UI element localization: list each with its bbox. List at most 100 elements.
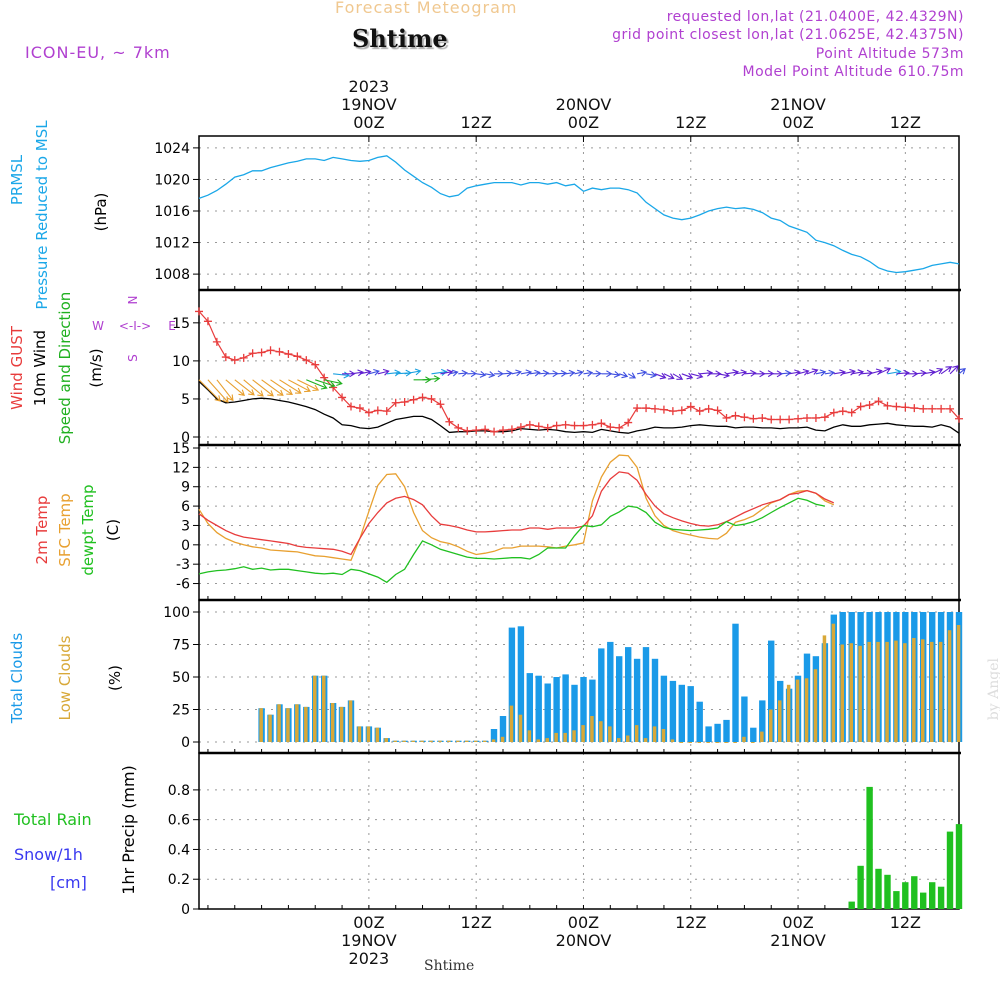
low-cloud-bar bbox=[634, 725, 639, 742]
compass-cross: <-I-> bbox=[119, 319, 151, 333]
low-cloud-bar bbox=[938, 641, 943, 742]
low-cloud-bar bbox=[411, 740, 415, 742]
gust-marker bbox=[606, 423, 615, 432]
wind-arrow bbox=[619, 371, 629, 379]
total-cloud-bar bbox=[607, 641, 614, 742]
compass-e: E bbox=[168, 319, 176, 333]
time-label-top: 00Z bbox=[782, 113, 813, 132]
wind-arrow bbox=[502, 370, 513, 377]
y-tick-label: 0.6 bbox=[168, 813, 190, 829]
wind-arrow bbox=[270, 379, 293, 395]
wind-arrow bbox=[556, 370, 568, 377]
gust-marker bbox=[883, 401, 892, 410]
low-cloud-bar bbox=[286, 708, 290, 742]
gust-marker bbox=[865, 401, 874, 410]
total-cloud-bar bbox=[562, 674, 569, 742]
compass-s: S bbox=[126, 354, 140, 362]
time-label-top: 00Z bbox=[353, 113, 384, 132]
total-cloud-bar bbox=[526, 673, 533, 742]
wind-arrow bbox=[234, 379, 255, 396]
wind-arrow bbox=[574, 369, 584, 377]
gust-marker bbox=[901, 403, 910, 412]
wind-arrow bbox=[458, 369, 469, 377]
dewpt-series bbox=[198, 497, 826, 584]
low-cloud-bar bbox=[599, 721, 603, 742]
pressure-label: Pressure Reduced to MSL bbox=[33, 120, 51, 310]
low-cloud-bar bbox=[661, 729, 666, 742]
gust-marker bbox=[668, 407, 677, 416]
low-cloud-bar bbox=[366, 726, 371, 742]
time-label-top: 00Z bbox=[568, 113, 599, 132]
gust-marker bbox=[248, 349, 257, 358]
y-tick-label: 15 bbox=[172, 441, 190, 457]
gust-marker bbox=[829, 408, 838, 417]
gust-marker bbox=[731, 411, 740, 420]
low-cloud-bar bbox=[420, 740, 424, 742]
wind-arrow bbox=[592, 370, 602, 378]
precip-bar bbox=[875, 868, 882, 909]
wind-arrow bbox=[288, 379, 311, 393]
time-label-top: 19NOV bbox=[341, 95, 397, 114]
total-cloud-bar bbox=[598, 648, 605, 742]
wind-arrow bbox=[789, 369, 801, 377]
gust-marker bbox=[874, 397, 883, 406]
low-cloud-bar bbox=[545, 738, 549, 742]
wind-arrow bbox=[806, 368, 819, 375]
t2m-label: 2m Temp bbox=[33, 496, 51, 565]
total-cloud-bar bbox=[616, 656, 623, 742]
wind-label: 10m Wind bbox=[31, 330, 49, 406]
time-label-top: 20NOV bbox=[556, 95, 612, 114]
precip-bar bbox=[937, 886, 945, 909]
wind-arrow bbox=[467, 370, 478, 378]
low-cloud-bar bbox=[268, 714, 272, 742]
low-cloud-bar bbox=[858, 645, 862, 742]
wind-arrow bbox=[225, 379, 246, 397]
wind-arrow bbox=[243, 379, 264, 397]
y-tick-label: 10 bbox=[172, 354, 190, 370]
gust-marker bbox=[686, 402, 695, 411]
low-cloud-bar bbox=[715, 742, 719, 743]
gust-marker bbox=[302, 356, 311, 365]
gust-marker bbox=[472, 426, 481, 435]
total-cloud-bar bbox=[642, 647, 650, 742]
precip-bar bbox=[911, 876, 918, 909]
gust-marker bbox=[633, 404, 642, 413]
compass-n: N bbox=[126, 296, 140, 305]
low-cloud-bar bbox=[447, 740, 451, 742]
pressure-series bbox=[198, 155, 960, 274]
gust-marker bbox=[803, 413, 811, 422]
low-cloud-bar bbox=[348, 700, 353, 742]
gust-marker bbox=[347, 402, 355, 411]
precip-bar bbox=[920, 892, 927, 909]
gust-marker bbox=[499, 426, 507, 435]
wind-arrow bbox=[207, 379, 229, 403]
snow-unit: [cm] bbox=[50, 873, 87, 892]
gust-marker bbox=[776, 415, 785, 424]
gust-marker bbox=[588, 420, 597, 429]
low-cloud-bar bbox=[626, 735, 630, 742]
precip-bar bbox=[902, 882, 909, 909]
low-cloud-bar bbox=[536, 739, 540, 742]
time-label-bottom: 12Z bbox=[675, 913, 706, 932]
y-tick-label: 0.8 bbox=[168, 783, 190, 799]
low-cloud-bar bbox=[742, 736, 746, 742]
low-cloud-bar bbox=[760, 731, 764, 742]
low-cloud-bar bbox=[491, 739, 496, 742]
sfc-temp-label: SFC Temp bbox=[56, 493, 74, 566]
gust-marker bbox=[293, 352, 302, 361]
total-cloud-bar bbox=[705, 726, 712, 742]
gust-marker bbox=[275, 347, 284, 356]
y-tick-label: 1024 bbox=[154, 141, 190, 157]
total-cloud-bar bbox=[508, 627, 516, 742]
y-tick-label: 75 bbox=[172, 638, 190, 654]
gust-marker bbox=[785, 415, 794, 424]
gust-marker bbox=[507, 425, 516, 434]
y-tick-label: 1016 bbox=[154, 204, 190, 220]
pressure-unit: (hPa) bbox=[92, 193, 110, 232]
low-cloud-bar bbox=[608, 726, 612, 742]
gust-marker bbox=[838, 407, 847, 416]
time-label-top: 12Z bbox=[461, 113, 492, 132]
low-cloud-bar bbox=[277, 704, 281, 742]
wind-arrow bbox=[833, 369, 846, 377]
low-cloud-bar bbox=[947, 630, 952, 742]
